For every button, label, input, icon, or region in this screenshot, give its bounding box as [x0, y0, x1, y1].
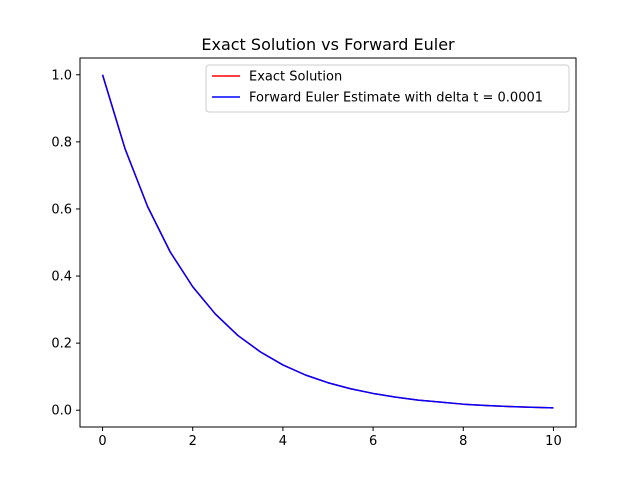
chart-title: Exact Solution vs Forward Euler: [201, 35, 455, 54]
y-tick-label: 0.2: [51, 337, 72, 352]
series-line-1: [101, 74, 554, 409]
legend-box: [205, 64, 570, 113]
y-tick-label: 0.0: [51, 404, 72, 419]
axes-frame: [79, 57, 577, 428]
y-tick-label: 0.6: [51, 202, 72, 217]
legend-label-1: Forward Euler Estimate with delta t = 0.…: [249, 91, 543, 106]
y-tick-label: 0.4: [51, 270, 72, 285]
plot-area: [101, 74, 554, 409]
x-tick-label: 4: [279, 434, 287, 449]
y-tick-label: 0.8: [51, 135, 72, 150]
legend-label-0: Exact Solution: [249, 70, 342, 85]
y-tick-label: 1.0: [51, 68, 72, 83]
x-tick-label: 6: [369, 434, 377, 449]
x-tick-label: 10: [545, 434, 562, 449]
x-tick-label: 0: [98, 434, 106, 449]
x-tick-label: 8: [459, 434, 467, 449]
legend: Exact Solution Forward Euler Estimate wit…: [205, 64, 570, 113]
axis-ticks: 0 2 4 6 8 10 0.0 0.2 0.4 0.6 0.8 1.0: [51, 68, 561, 449]
x-tick-label: 2: [189, 434, 197, 449]
